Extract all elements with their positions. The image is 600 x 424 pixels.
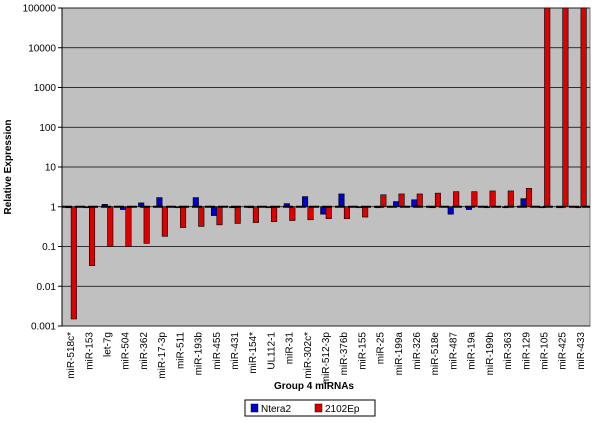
- bar: [507, 190, 514, 208]
- bar: [180, 206, 187, 228]
- bar: [143, 206, 150, 244]
- bar: [338, 193, 345, 208]
- bar: [362, 206, 369, 218]
- bar: [520, 198, 527, 208]
- bar: [416, 193, 423, 208]
- x-tick-label: miR-425: [558, 332, 569, 370]
- x-tick-label: miR-19a: [467, 332, 478, 370]
- x-tick-label: miR-199a: [394, 332, 405, 376]
- bar: [398, 193, 405, 208]
- legend-box: [244, 399, 376, 417]
- x-tick-label: miR-362: [139, 332, 150, 370]
- bar: [302, 196, 309, 208]
- bar: [198, 206, 205, 227]
- y-tick-label: 100000: [23, 4, 57, 15]
- x-tick-label: miR-129: [521, 332, 532, 370]
- x-tick-label: miR-17-3p: [157, 332, 168, 379]
- y-tick-label: 100: [39, 123, 56, 134]
- bar: [453, 191, 460, 208]
- x-tick-label: miR-504: [121, 332, 132, 370]
- bar: [544, 7, 551, 208]
- y-tick-label: 1: [50, 202, 56, 213]
- x-tick-label: miR-455: [212, 332, 223, 370]
- y-tick-label: 0.1: [42, 242, 56, 253]
- x-tick-label: let-7g: [103, 332, 114, 357]
- x-tick-label: miR-431: [230, 332, 241, 370]
- bar: [289, 206, 296, 221]
- bar: [156, 197, 163, 208]
- y-tick-label: 1000: [34, 83, 57, 94]
- bar: [447, 206, 454, 215]
- y-axis-label: Relative Expression: [3, 119, 14, 214]
- bar: [234, 206, 241, 224]
- bar: [307, 206, 314, 221]
- x-tick-label: miR-153: [84, 332, 95, 370]
- x-tick-label: miR-193b: [194, 332, 205, 376]
- x-tick-label: miR-154*: [248, 332, 259, 374]
- x-tick-label: miR-326: [412, 332, 423, 370]
- bar: [107, 206, 114, 247]
- bar: [411, 199, 418, 208]
- bar: [125, 206, 132, 247]
- x-tick-label: miR-302c*: [303, 332, 314, 379]
- bar: [489, 190, 496, 208]
- bar: [343, 206, 350, 220]
- bar: [192, 197, 199, 208]
- legend-swatch: [314, 403, 323, 413]
- bar: [380, 194, 387, 208]
- y-tick-label: 0.01: [37, 282, 57, 293]
- x-tick-label: miR-376b: [339, 332, 350, 376]
- bar: [320, 206, 327, 215]
- x-tick-label: miR-511: [175, 332, 186, 369]
- bar: [210, 206, 218, 216]
- x-tick-label: miR-433: [576, 332, 587, 370]
- x-tick-label: miR-105: [539, 332, 550, 370]
- bar: [271, 206, 278, 223]
- y-tick-label: 10000: [28, 43, 56, 54]
- x-tick-label: miR-363: [503, 332, 514, 370]
- bar: [216, 206, 223, 226]
- legend-swatch: [250, 403, 259, 413]
- x-tick-label: miR-25: [376, 332, 387, 365]
- bar: [325, 206, 332, 220]
- bar: [562, 7, 569, 208]
- y-tick-label: 10: [45, 163, 57, 174]
- bar: [525, 188, 533, 208]
- x-tick-label: miR-31: [285, 332, 296, 365]
- x-tick-label: miR-518e: [430, 332, 441, 376]
- x-tick-label: miR-155: [357, 332, 368, 370]
- bar: [252, 206, 259, 223]
- bar: [89, 206, 96, 266]
- bar: [471, 191, 478, 208]
- x-tick-label: miR-518c*: [66, 332, 77, 379]
- legend-label: Ntera2: [261, 404, 291, 415]
- x-tick-label: UL112-1: [266, 332, 277, 370]
- x-axis-label: Group 4 miRNAs: [274, 381, 354, 392]
- y-tick-label: 0.001: [31, 322, 56, 333]
- x-tick-label: miR-512-3p: [321, 332, 332, 385]
- legend-label: 2102Ep: [325, 404, 360, 415]
- x-tick-label: miR-199b: [485, 332, 496, 376]
- x-tick-label: miR-487: [448, 332, 459, 370]
- bar: [161, 206, 168, 237]
- bar: [70, 206, 77, 320]
- bar: [580, 7, 587, 208]
- bar: [434, 192, 442, 208]
